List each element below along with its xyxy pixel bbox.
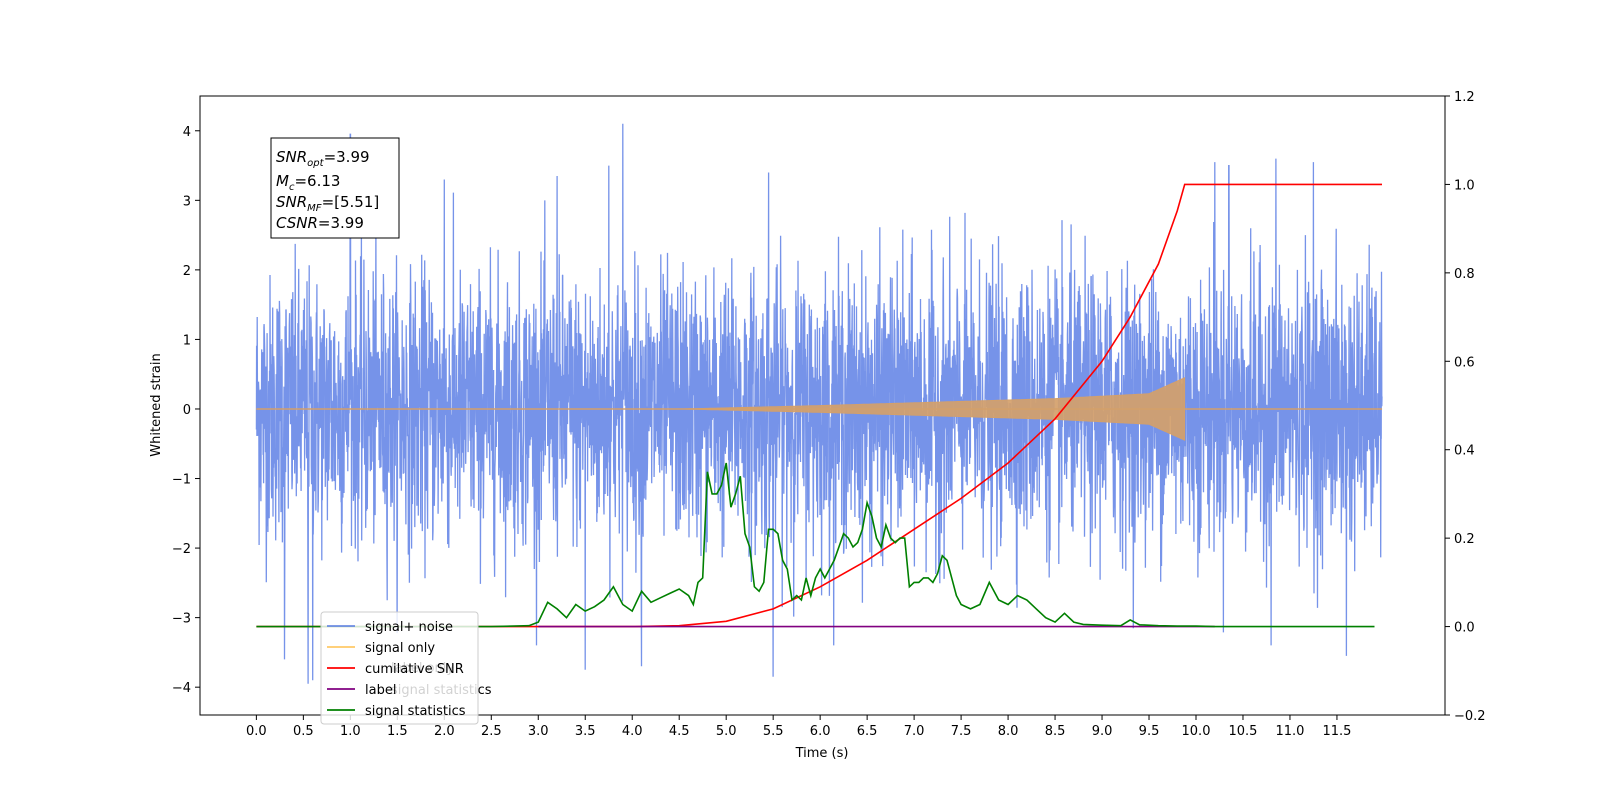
plot-area: [255, 123, 1383, 684]
legend-entry: signal+ noise: [365, 620, 453, 635]
x-tick-label: 8.5: [1045, 724, 1066, 739]
y-axis-label: Whitened strain: [149, 353, 164, 456]
x-axis: 0.0 0.5 1.0 1.5 2.0 2.5 3.0 3.5 4.0 4.5 5.0 5.5 6.0 6…: [246, 715, 1351, 739]
x-tick-label: 9.5: [1139, 724, 1160, 739]
y2-tick-label: 0.2: [1454, 532, 1475, 547]
y-tick-label: 4: [183, 125, 191, 140]
x-tick-label: 4.5: [669, 724, 690, 739]
snr-mf-text: SNRMF=[5.51]: [276, 193, 379, 214]
x-tick-label: 8.0: [998, 724, 1019, 739]
x-tick-label: 3.0: [528, 724, 549, 739]
x-tick-label: 1.5: [387, 724, 408, 739]
legend-entry: signal statistics: [365, 704, 466, 719]
mc-text: Mc=6.13: [276, 172, 340, 193]
y2-tick-label: 0.0: [1454, 621, 1475, 636]
x-tick-label: 9.0: [1092, 724, 1113, 739]
y2-tick-label: −0.2: [1454, 709, 1486, 724]
x-tick-label: 7.5: [951, 724, 972, 739]
x-tick-label: 2.0: [434, 724, 455, 739]
y-tick-label: 3: [183, 194, 191, 209]
series-signal-only: [679, 377, 1186, 441]
snr-opt-text: SNRopt=3.99: [276, 148, 370, 169]
y2-tick-label: 0.4: [1454, 444, 1475, 459]
series-cumilative-snr: [256, 183, 1382, 628]
x-tick-label: 0.0: [246, 724, 267, 739]
y-tick-label: −1: [172, 473, 191, 488]
x-tick-label: 4.0: [622, 724, 643, 739]
y-tick-label: 1: [183, 333, 191, 348]
y-axis-left: −4 −3 −2 −1 0 1 2 3 4: [172, 125, 200, 696]
y2-tick-label: 0.6: [1454, 355, 1475, 370]
x-tick-label: 3.5: [575, 724, 596, 739]
y2-tick-label: 1.2: [1454, 90, 1475, 105]
x-tick-label: 11.5: [1322, 724, 1351, 739]
x-tick-label: 5.5: [763, 724, 784, 739]
info-box-frame: [270, 137, 400, 239]
x-tick-label: 1.0: [340, 724, 361, 739]
x-tick-label: 6.0: [810, 724, 831, 739]
x-tick-label: 2.5: [481, 724, 502, 739]
axes-frame: [199, 95, 1446, 716]
x-axis-label: Time (s): [795, 746, 849, 761]
y-tick-label: −2: [172, 542, 191, 557]
legend-entry: label: [365, 683, 396, 698]
legend: label onlysignal statisticssignal+ noise…: [320, 611, 492, 725]
x-tick-label: 11.0: [1275, 724, 1304, 739]
y-tick-label: −4: [172, 681, 191, 696]
csnr-text: CSNR=3.99: [276, 214, 364, 232]
x-tick-label: 7.0: [904, 724, 925, 739]
y-tick-label: −3: [172, 612, 191, 627]
info-box: SNRopt=3.99 Mc=6.13 SNRMF=[5.51] CSNR=3.…: [270, 137, 400, 239]
x-tick-label: 10.0: [1182, 724, 1211, 739]
y2-tick-label: 0.8: [1454, 267, 1475, 282]
x-tick-label: 6.5: [857, 724, 878, 739]
legend-entry: signal only: [365, 641, 435, 656]
series-signal-noise: [255, 123, 1383, 684]
x-tick-label: 0.5: [293, 724, 314, 739]
y2-tick-label: 1.0: [1454, 178, 1475, 193]
series-signal-statistics: [256, 462, 1375, 628]
legend-entry: cumilative SNR: [365, 662, 464, 677]
x-tick-label: 10.5: [1229, 724, 1258, 739]
x-tick-label: 5.0: [716, 724, 737, 739]
y-tick-label: 2: [183, 264, 191, 279]
y-axis-right: −0.2 0.0 0.2 0.4 0.6 0.8 1.0 1.2: [1445, 90, 1486, 724]
legend-frame: [320, 611, 479, 725]
y-tick-label: 0: [183, 403, 191, 418]
